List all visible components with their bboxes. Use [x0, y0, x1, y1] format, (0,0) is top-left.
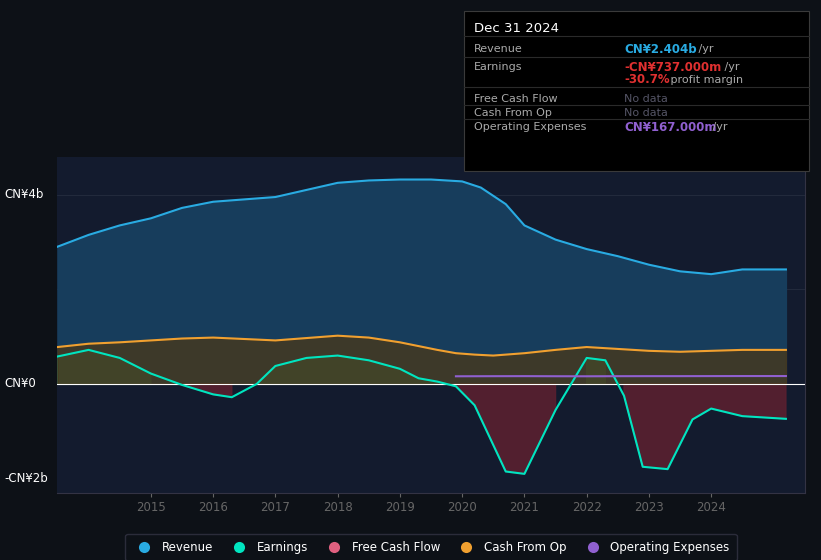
Text: CN¥2.404b: CN¥2.404b: [624, 43, 696, 56]
Text: -CN¥2b: -CN¥2b: [4, 472, 48, 485]
Text: -CN¥737.000m: -CN¥737.000m: [624, 60, 721, 74]
Text: CN¥4b: CN¥4b: [4, 188, 44, 201]
Text: Earnings: Earnings: [474, 62, 522, 72]
Text: Revenue: Revenue: [474, 44, 522, 54]
Text: CN¥167.000m: CN¥167.000m: [624, 120, 717, 134]
Text: No data: No data: [624, 108, 667, 118]
Text: Operating Expenses: Operating Expenses: [474, 122, 586, 132]
Text: /yr: /yr: [695, 44, 714, 54]
Text: profit margin: profit margin: [667, 74, 743, 85]
Legend: Revenue, Earnings, Free Cash Flow, Cash From Op, Operating Expenses: Revenue, Earnings, Free Cash Flow, Cash …: [126, 534, 736, 560]
Text: /yr: /yr: [721, 62, 740, 72]
Text: Dec 31 2024: Dec 31 2024: [474, 21, 559, 35]
Text: Free Cash Flow: Free Cash Flow: [474, 94, 557, 104]
Text: Cash From Op: Cash From Op: [474, 108, 552, 118]
Text: CN¥0: CN¥0: [4, 377, 36, 390]
Text: /yr: /yr: [709, 122, 727, 132]
Text: -30.7%: -30.7%: [624, 73, 670, 86]
Text: No data: No data: [624, 94, 667, 104]
